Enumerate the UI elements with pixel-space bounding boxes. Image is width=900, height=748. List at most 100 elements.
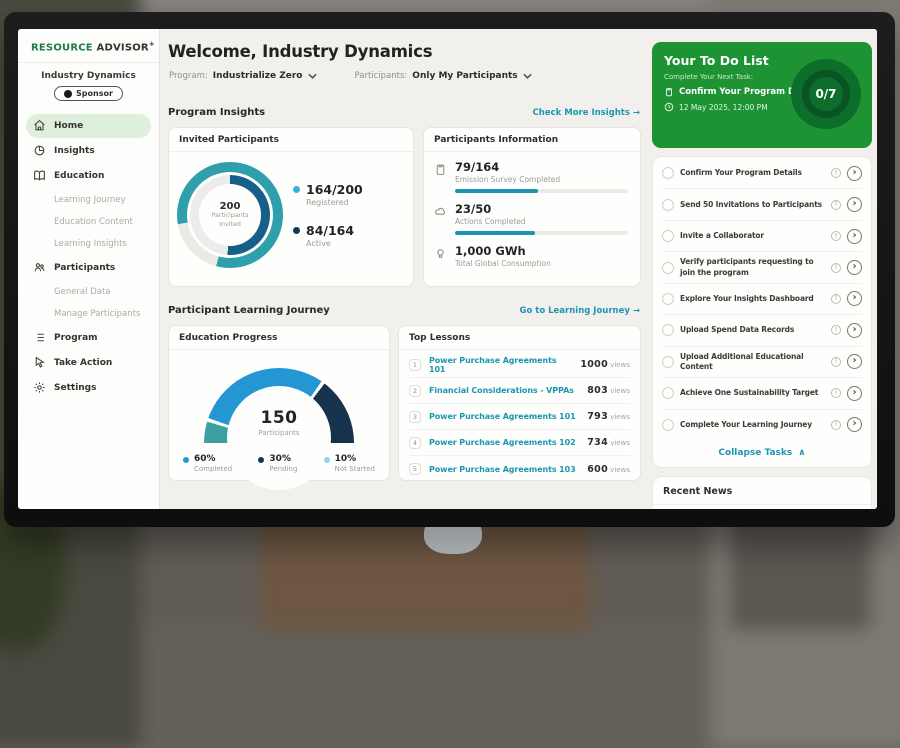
info-icon[interactable]: ? bbox=[831, 231, 841, 241]
task-checkbox[interactable] bbox=[662, 356, 674, 368]
lessons-list: 1 Power Purchase Agreements 101 1000 vie… bbox=[399, 350, 640, 484]
program-insights-header: Program Insights Check More Insights → bbox=[168, 107, 640, 118]
lesson-row[interactable]: 3 Power Purchase Agreements 101 793 view… bbox=[409, 404, 630, 430]
task-row[interactable]: Achieve One Sustainability Target ? › bbox=[662, 378, 862, 409]
rank-badge: 1 bbox=[409, 359, 421, 371]
sidebar-item-manage-participants[interactable]: Manage Participants bbox=[18, 303, 159, 325]
task-checkbox[interactable] bbox=[662, 387, 674, 399]
lesson-row[interactable]: 4 Power Purchase Agreements 102 734 view… bbox=[409, 430, 630, 456]
task-row[interactable]: Verify participants requesting to join t… bbox=[662, 252, 862, 283]
book-icon bbox=[33, 169, 46, 182]
info-icon[interactable]: ? bbox=[831, 294, 841, 304]
check-more-insights-link[interactable]: Check More Insights → bbox=[533, 108, 640, 118]
program-filter-dropdown[interactable]: Program: Industrialize Zero bbox=[169, 71, 317, 81]
info-icon[interactable]: ? bbox=[831, 200, 841, 210]
chevron-right-icon[interactable]: › bbox=[847, 260, 862, 275]
task-row[interactable]: Complete Your Learning Journey ? › bbox=[662, 410, 862, 440]
gauge-center-label: Participants bbox=[258, 429, 299, 437]
chevron-right-icon[interactable]: › bbox=[847, 229, 862, 244]
sidebar-item-general-data[interactable]: General Data bbox=[18, 281, 159, 303]
sidebar-item-education-content[interactable]: Education Content bbox=[18, 211, 159, 233]
chevron-right-icon[interactable]: › bbox=[847, 417, 862, 432]
legend-active: 84/164 Active bbox=[293, 223, 363, 248]
sidebar-item-settings[interactable]: Settings bbox=[26, 376, 151, 400]
task-checkbox[interactable] bbox=[662, 230, 674, 242]
lesson-link[interactable]: Power Purchase Agreements 101 bbox=[429, 356, 572, 374]
info-icon[interactable]: ? bbox=[831, 357, 841, 367]
sidebar-item-home[interactable]: Home bbox=[26, 114, 151, 138]
card-title: Invited Participants bbox=[169, 128, 413, 152]
page-title: Welcome, Industry Dynamics bbox=[168, 42, 432, 61]
lesson-link[interactable]: Power Purchase Agreements 102 bbox=[429, 438, 579, 447]
task-row[interactable]: Upload Additional Educational Content ? … bbox=[662, 347, 862, 378]
collapse-tasks-link[interactable]: Collapse Tasks ∧ bbox=[662, 440, 862, 466]
chevron-right-icon[interactable]: › bbox=[847, 354, 862, 369]
rank-badge: 5 bbox=[409, 463, 421, 475]
sidebar-item-participants[interactable]: Participants bbox=[26, 256, 151, 280]
donut-legend: 164/200 Registered 84/164 Active bbox=[293, 182, 363, 248]
sidebar-item-program[interactable]: Program bbox=[26, 326, 151, 350]
card-title: Top Lessons bbox=[399, 326, 640, 350]
donut-center-label: Participants Invited bbox=[205, 212, 255, 228]
task-row[interactable]: Explore Your Insights Dashboard ? › bbox=[662, 284, 862, 315]
users-icon bbox=[33, 261, 46, 274]
task-checkbox[interactable] bbox=[662, 167, 674, 179]
chevron-down-icon bbox=[523, 73, 532, 79]
org-name: Industry Dynamics bbox=[18, 71, 159, 81]
sidebar-nav: Home Insights Education Learning Journey… bbox=[18, 114, 159, 400]
chevron-right-icon[interactable]: › bbox=[847, 386, 862, 401]
sidebar-item-insights[interactable]: Insights bbox=[26, 139, 151, 163]
todo-progress-count: 0/7 bbox=[815, 87, 836, 101]
lesson-link[interactable]: Power Purchase Agreements 101 bbox=[429, 412, 579, 421]
task-checkbox[interactable] bbox=[662, 199, 674, 211]
task-checkbox[interactable] bbox=[662, 262, 674, 274]
go-to-learning-journey-link[interactable]: Go to Learning Journey → bbox=[519, 306, 640, 316]
org-block: Industry Dynamics Sponsor bbox=[18, 63, 159, 106]
stat-emission-survey: 79/164 Emission Survey Completed bbox=[434, 160, 628, 193]
chevron-right-icon[interactable]: › bbox=[847, 197, 862, 212]
invited-donut-chart: 200 Participants Invited bbox=[177, 162, 283, 268]
sidebar-item-learning-insights[interactable]: Learning Insights bbox=[18, 233, 159, 255]
legend-not-started: 10% Not Started bbox=[324, 454, 375, 473]
chevron-right-icon[interactable]: › bbox=[847, 291, 862, 306]
legend-registered: 164/200 Registered bbox=[293, 182, 363, 207]
stat-actions-completed: 23/50 Actions Completed bbox=[434, 202, 628, 235]
chevron-right-icon[interactable]: › bbox=[847, 323, 862, 338]
clipboard-icon bbox=[664, 87, 674, 97]
info-icon[interactable]: ? bbox=[831, 388, 841, 398]
legend-completed: 60% Completed bbox=[183, 454, 232, 473]
task-row[interactable]: Send 50 Invitations to Participants ? › bbox=[662, 189, 862, 220]
sidebar-item-learning-journey[interactable]: Learning Journey bbox=[18, 189, 159, 211]
education-progress-card: Education Progress 150 Participants 60% … bbox=[168, 325, 390, 481]
progress-bar bbox=[455, 189, 628, 193]
participants-filter-dropdown[interactable]: Participants: Only My Participants bbox=[355, 71, 532, 81]
rank-badge: 2 bbox=[409, 385, 421, 397]
rank-badge: 3 bbox=[409, 411, 421, 423]
lesson-link[interactable]: Power Purchase Agreements 103 bbox=[429, 465, 579, 474]
lesson-link[interactable]: Financial Considerations - VPPAs bbox=[429, 386, 579, 395]
chevron-right-icon[interactable]: › bbox=[847, 166, 862, 181]
recent-news-card: Recent News bbox=[652, 476, 872, 509]
task-checkbox[interactable] bbox=[662, 419, 674, 431]
info-icon[interactable]: ? bbox=[831, 325, 841, 335]
task-row[interactable]: Confirm Your Program Details ? › bbox=[662, 158, 862, 189]
lesson-row[interactable]: 5 Power Purchase Agreements 103 600 view… bbox=[409, 456, 630, 482]
task-row[interactable]: Invite a Collaborator ? › bbox=[662, 221, 862, 252]
legend-dot-icon bbox=[258, 457, 264, 463]
info-icon[interactable]: ? bbox=[831, 420, 841, 430]
lesson-row[interactable]: 1 Power Purchase Agreements 101 1000 vie… bbox=[409, 352, 630, 378]
task-row[interactable]: Upload Spend Data Records ? › bbox=[662, 315, 862, 346]
education-gauge-chart: 150 Participants bbox=[169, 362, 389, 448]
task-checkbox[interactable] bbox=[662, 324, 674, 336]
app-logo[interactable]: RESOURCE ADVISOR+ bbox=[18, 29, 159, 63]
info-icon[interactable]: ? bbox=[831, 168, 841, 178]
invited-participants-card: Invited Participants 200 Participants In… bbox=[168, 127, 414, 287]
sidebar-item-education[interactable]: Education bbox=[26, 164, 151, 188]
sidebar-item-take-action[interactable]: Take Action bbox=[26, 351, 151, 375]
legend-dot-icon bbox=[183, 457, 189, 463]
sponsor-badge[interactable]: Sponsor bbox=[54, 86, 123, 101]
task-checkbox[interactable] bbox=[662, 293, 674, 305]
filter-bar: Program: Industrialize Zero Participants… bbox=[169, 71, 532, 81]
info-icon[interactable]: ? bbox=[831, 263, 841, 273]
lesson-row[interactable]: 2 Financial Considerations - VPPAs 803 v… bbox=[409, 378, 630, 404]
